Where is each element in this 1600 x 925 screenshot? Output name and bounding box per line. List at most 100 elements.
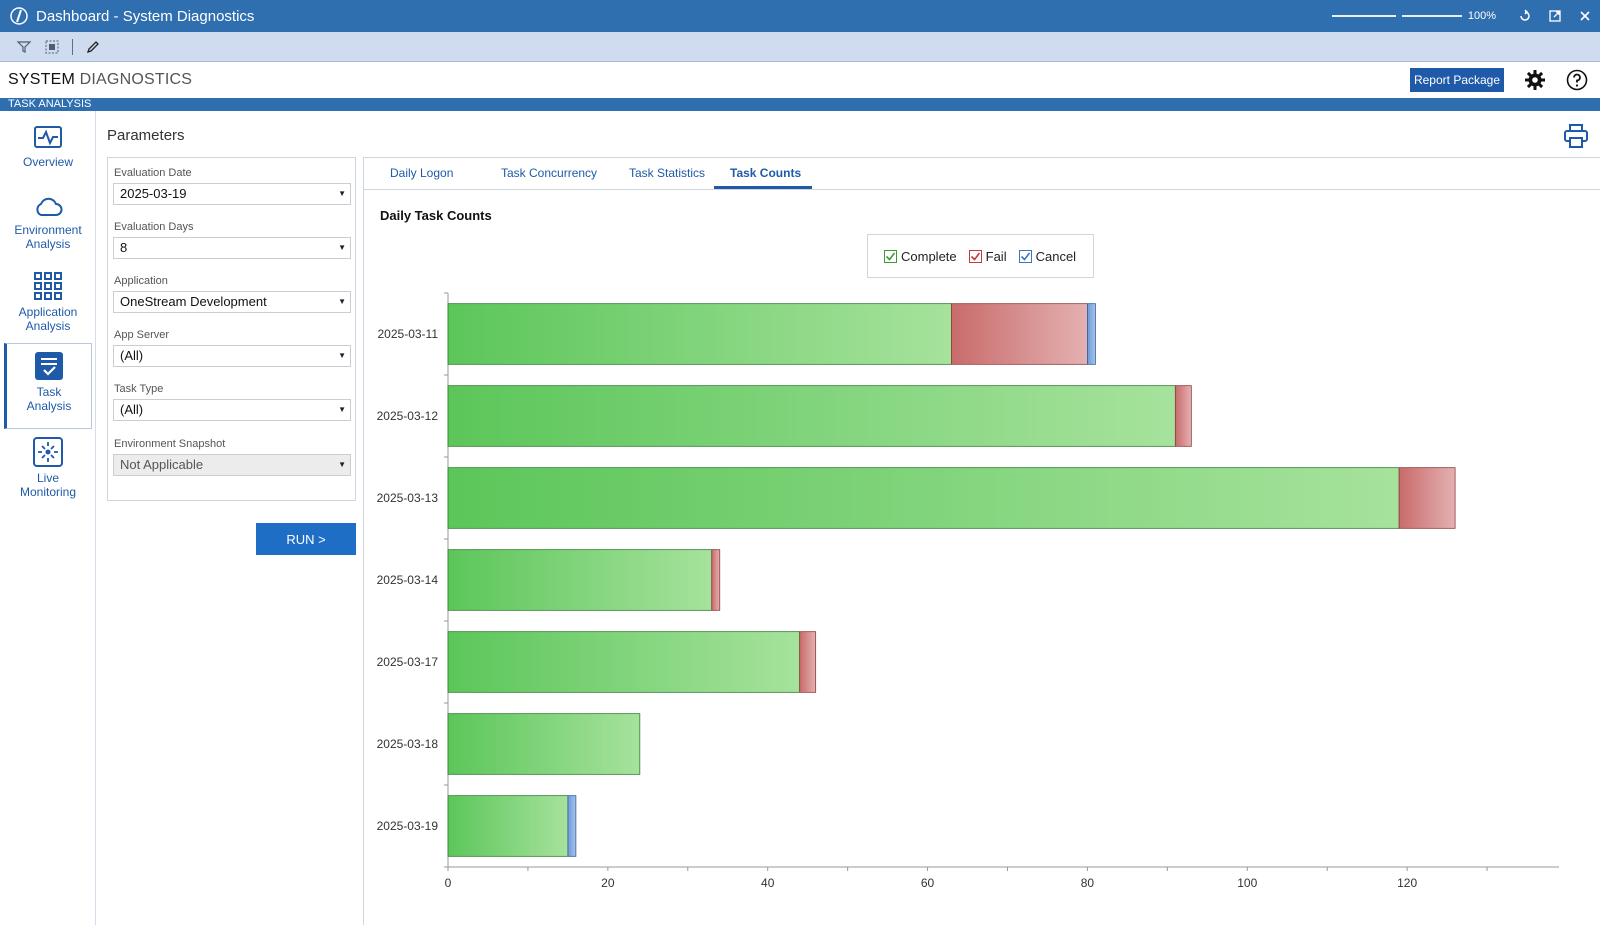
page-title: SYSTEM DIAGNOSTICS xyxy=(8,71,192,89)
nav-label: Environment xyxy=(14,223,82,237)
left-nav: Overview Environment Analysis Applicatio… xyxy=(0,111,96,925)
parameters-title: Parameters xyxy=(107,127,185,144)
bar-fail[interactable] xyxy=(951,303,1088,365)
legend-item-cancel[interactable]: Cancel xyxy=(1018,248,1077,264)
checkbox-checked-icon[interactable] xyxy=(968,249,982,263)
page-header: SYSTEM DIAGNOSTICS Report Package xyxy=(0,62,1600,98)
y-tick-label: 2025-03-12 xyxy=(377,409,439,423)
dropdown-arrow-icon: ▼ xyxy=(338,351,346,360)
zoom-level: 100% xyxy=(1467,10,1496,22)
x-tick-label: 40 xyxy=(761,876,775,890)
task-check-icon xyxy=(7,347,91,381)
nav-label: Analysis xyxy=(25,319,71,333)
task-type-label: Task Type xyxy=(114,383,164,395)
y-tick-label: 2025-03-14 xyxy=(377,573,439,587)
application-label: Application xyxy=(114,275,168,287)
y-tick-label: 2025-03-18 xyxy=(377,737,439,751)
nav-label: Analysis xyxy=(25,237,71,251)
x-tick-label: 120 xyxy=(1397,876,1417,890)
gear-icon[interactable] xyxy=(1523,68,1547,92)
select-icon[interactable] xyxy=(38,34,66,60)
task-type-value: (All) xyxy=(120,402,144,417)
bar-complete[interactable] xyxy=(447,303,952,365)
tab-daily-logon[interactable]: Daily Logon xyxy=(390,166,454,180)
evaluation-date-label: Evaluation Date xyxy=(114,167,192,179)
task-counts-chart: 2025-03-11 2025-03-12 2025-03-13 2025-03-14… xyxy=(377,292,1559,890)
window-title: Dashboard - System Diagnostics xyxy=(36,7,255,25)
y-tick-label: 2025-03-17 xyxy=(377,655,439,669)
report-package-button[interactable]: Report Package xyxy=(1410,68,1504,92)
bar-cancel[interactable] xyxy=(567,795,577,857)
nav-label: Application xyxy=(18,305,78,319)
bar-complete[interactable] xyxy=(447,467,1400,529)
app-server-value: (All) xyxy=(120,348,144,363)
nav-label: Overview xyxy=(22,155,73,169)
x-tick-label: 80 xyxy=(1081,876,1095,890)
dropdown-arrow-icon: ▼ xyxy=(338,189,346,198)
page-title-secondary: DIAGNOSTICS xyxy=(79,71,193,88)
x-tick-label: 60 xyxy=(921,876,935,890)
live-monitor-icon xyxy=(4,433,92,467)
bar-complete[interactable] xyxy=(447,385,1176,447)
close-icon[interactable] xyxy=(1570,0,1600,32)
zoom-slider[interactable] xyxy=(1331,14,1462,18)
chart-panel: Daily Logon Task Concurrency Task Statis… xyxy=(363,157,1600,925)
nav-item-task-analysis[interactable]: Task Analysis xyxy=(4,343,92,429)
nav-item-application-analysis[interactable]: Application Analysis xyxy=(4,267,92,333)
cloud-icon xyxy=(4,185,92,219)
popout-icon[interactable] xyxy=(1540,0,1570,32)
nav-label: Analysis xyxy=(26,399,72,413)
app-server-select[interactable]: (All) ▼ xyxy=(113,345,351,367)
bar-fail[interactable] xyxy=(799,631,817,693)
nav-item-environment-analysis[interactable]: Environment Analysis xyxy=(4,185,92,251)
nav-label: Monitoring xyxy=(19,485,77,499)
bar-fail[interactable] xyxy=(711,549,721,611)
x-tick-label: 100 xyxy=(1237,876,1257,890)
y-tick-label: 2025-03-13 xyxy=(377,491,439,505)
tab-task-statistics[interactable]: Task Statistics xyxy=(629,166,706,180)
nav-item-overview[interactable]: Overview xyxy=(4,117,92,169)
filter-icon[interactable] xyxy=(10,34,38,60)
environment-snapshot-label: Environment Snapshot xyxy=(114,438,226,450)
tab-task-counts[interactable]: Task Counts xyxy=(730,166,802,180)
y-tick-label: 2025-03-11 xyxy=(378,327,439,341)
tab-task-concurrency[interactable]: Task Concurrency xyxy=(501,166,598,180)
run-button[interactable]: RUN > xyxy=(256,523,356,555)
y-tick-label: 2025-03-19 xyxy=(377,819,439,833)
bar-complete[interactable] xyxy=(447,795,569,857)
page-title-primary: SYSTEM xyxy=(8,71,75,88)
window-titlebar: Dashboard - System Diagnostics 100% xyxy=(0,0,1600,32)
print-icon[interactable] xyxy=(1562,122,1590,150)
legend-label: Cancel xyxy=(1035,248,1077,264)
edit-pencil-icon[interactable] xyxy=(79,34,107,60)
legend-item-fail[interactable]: Fail xyxy=(968,249,1007,264)
evaluation-date-select[interactable]: 2025-03-19 ▼ xyxy=(113,183,351,205)
app-server-label: App Server xyxy=(114,329,170,341)
task-type-select[interactable]: (All) ▼ xyxy=(113,399,351,421)
application-value: OneStream Development xyxy=(120,294,267,309)
chart-legend: Complete Fail Cancel xyxy=(867,234,1094,278)
application-select[interactable]: OneStream Development ▼ xyxy=(113,291,351,313)
bar-complete[interactable] xyxy=(447,631,801,693)
bar-fail[interactable] xyxy=(1174,385,1192,447)
bar-fail[interactable] xyxy=(1398,467,1456,529)
parameters-panel: Evaluation Date 2025-03-19 ▼ Evaluation … xyxy=(107,157,356,501)
legend-label: Complete xyxy=(901,248,957,264)
environment-snapshot-value: Not Applicable xyxy=(120,457,204,472)
bar-complete[interactable] xyxy=(447,713,641,775)
evaluation-days-select[interactable]: 8 ▼ xyxy=(113,237,351,259)
help-icon[interactable] xyxy=(1565,68,1589,92)
checkbox-checked-icon[interactable] xyxy=(884,249,897,263)
toolbar xyxy=(0,32,1600,62)
evaluation-days-label: Evaluation Days xyxy=(114,221,194,233)
bar-cancel[interactable] xyxy=(1087,303,1096,365)
checkbox-checked-icon[interactable] xyxy=(1018,249,1032,263)
dropdown-arrow-icon: ▼ xyxy=(338,460,346,469)
dropdown-arrow-icon: ▼ xyxy=(338,297,346,306)
nav-item-live-monitoring[interactable]: Live Monitoring xyxy=(4,433,92,499)
bar-complete[interactable] xyxy=(447,549,713,611)
refresh-icon[interactable] xyxy=(1510,0,1540,32)
evaluation-days-value: 8 xyxy=(120,240,128,255)
legend-item-complete[interactable]: Complete xyxy=(884,249,957,264)
section-bar: TASK ANALYSIS xyxy=(0,98,1600,111)
